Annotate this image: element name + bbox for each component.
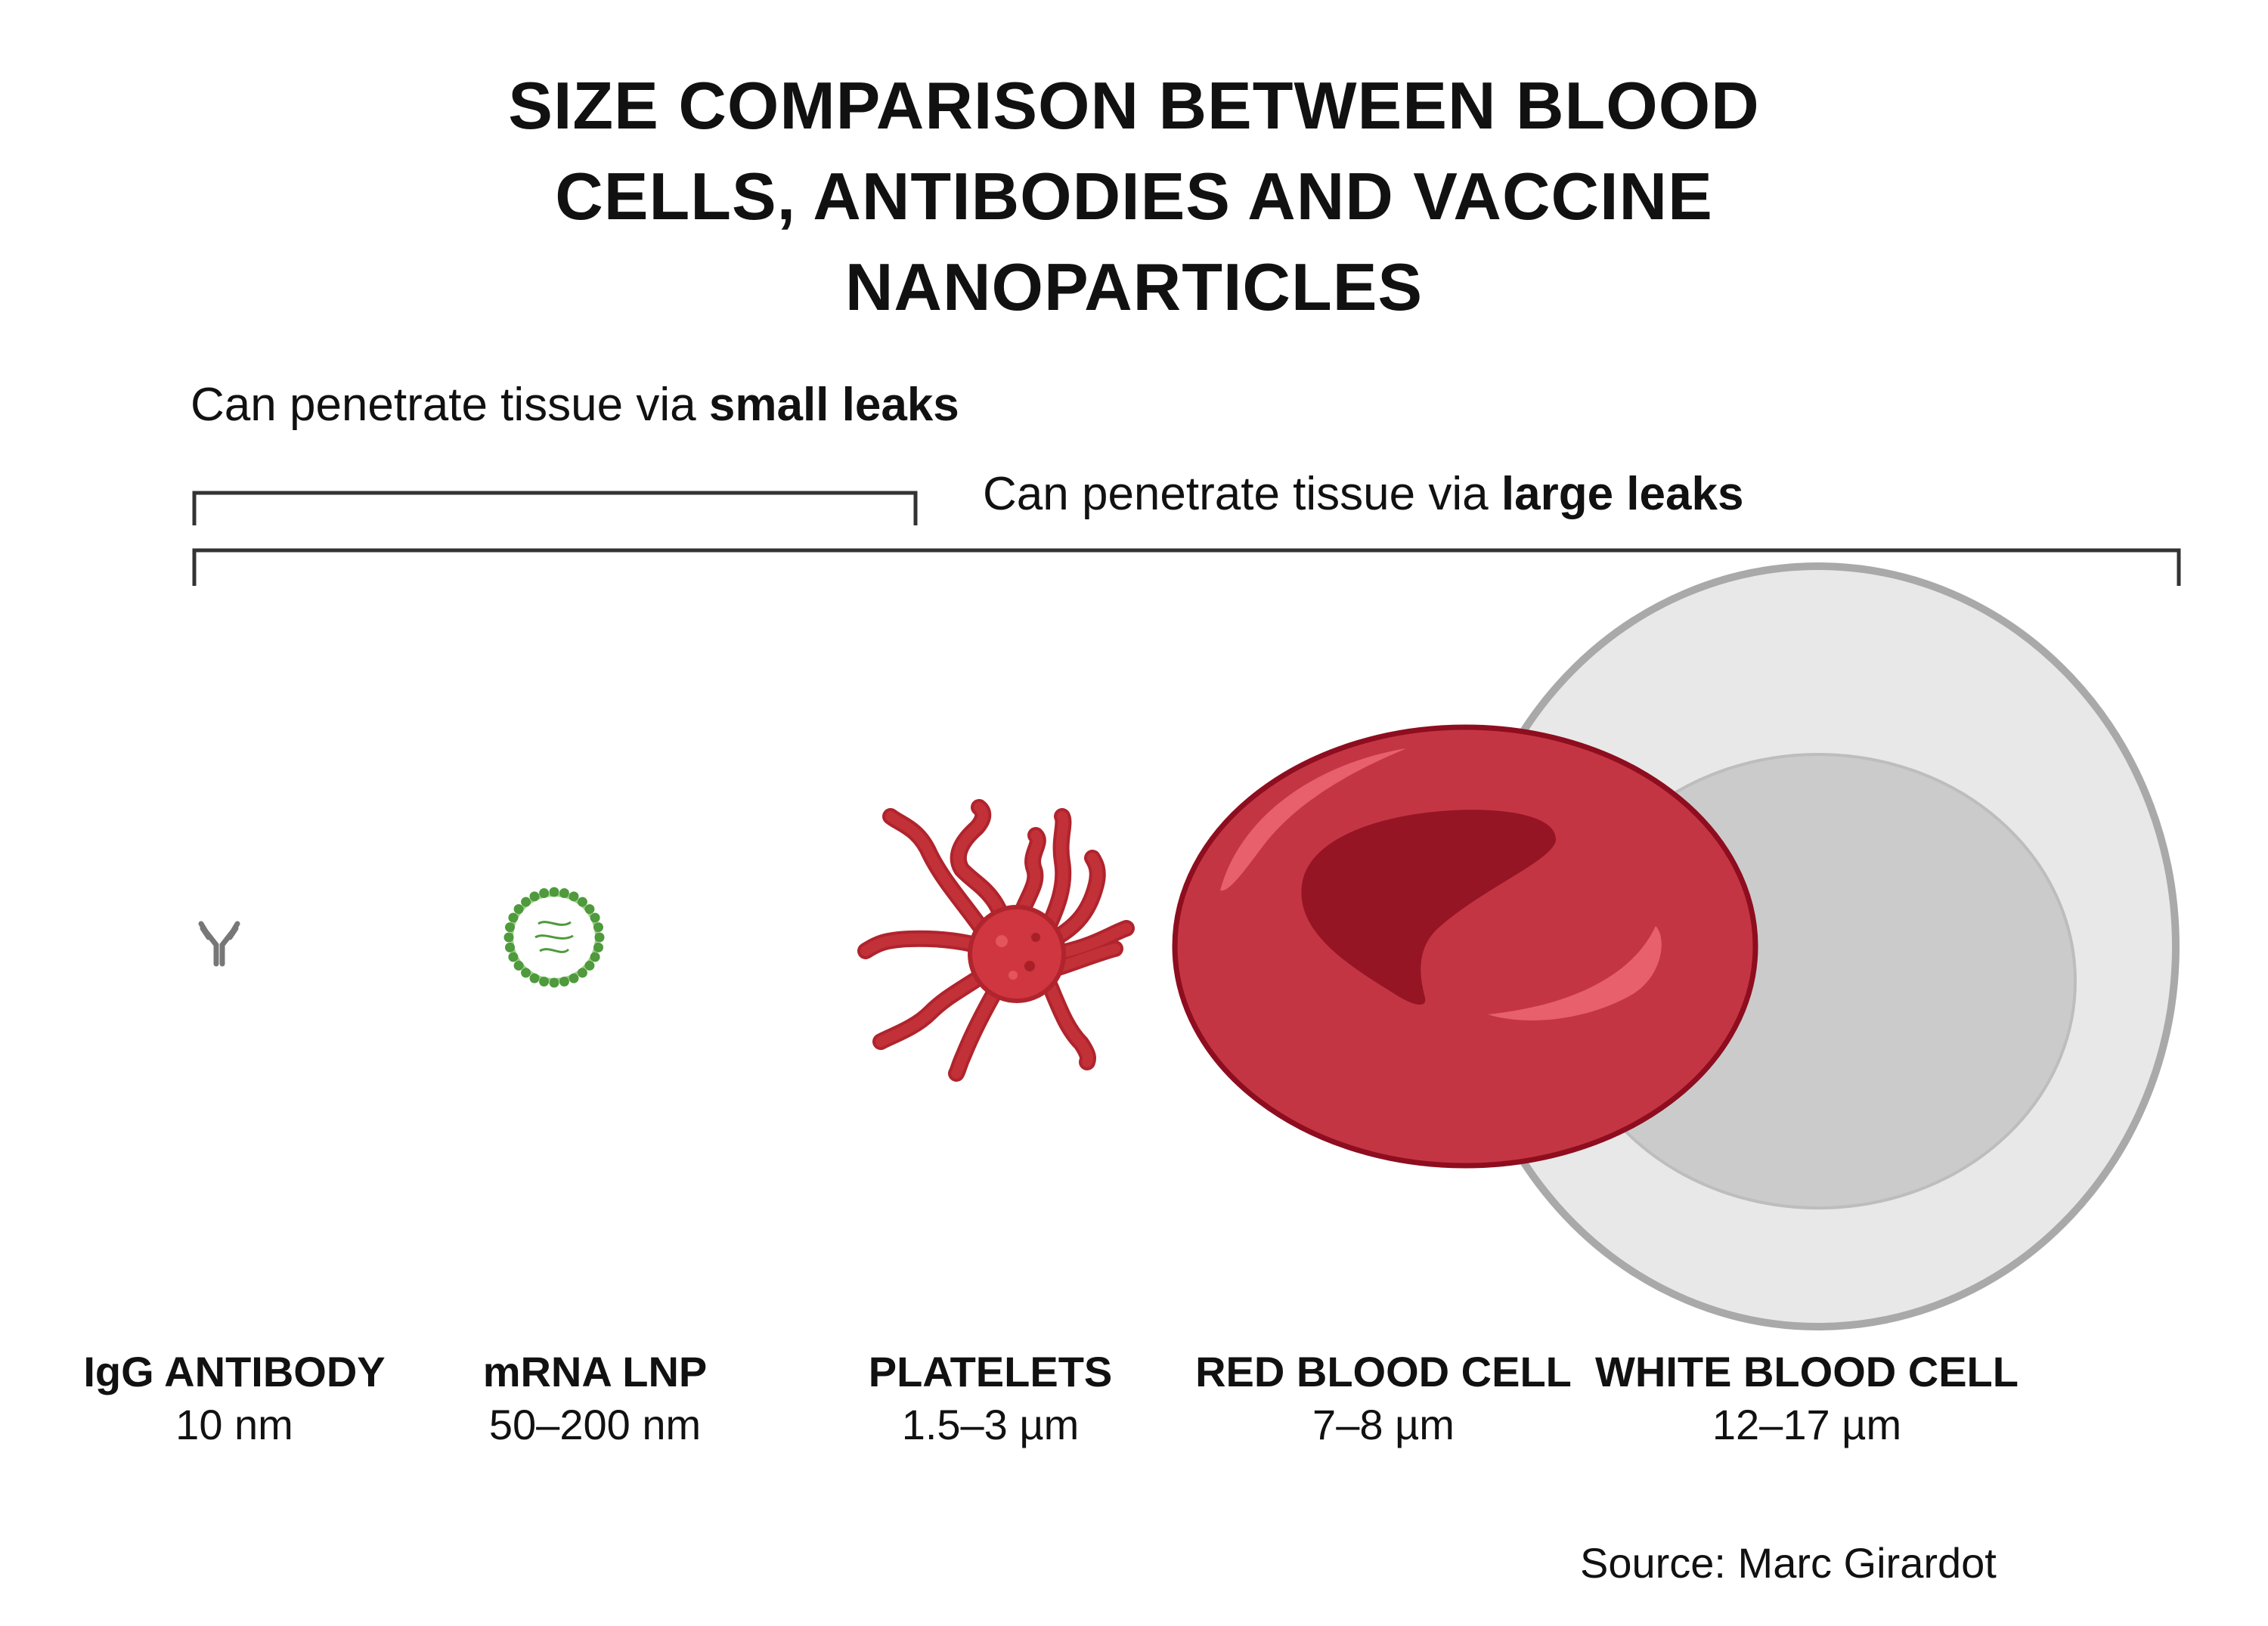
small-leaks-emphasis: small leaks [708,379,959,431]
lipid-bead [584,904,595,915]
small-leaks-bracket [192,491,918,525]
lipid-bead [539,888,550,898]
lipid-bead [539,977,550,986]
mrna-lnp-label: mRNA LNP 50–200 nm [444,1346,746,1451]
lipid-bead [505,922,515,933]
lipid-bead [521,968,531,978]
lipid-bead [513,904,524,915]
lipid-bead [593,942,603,952]
lipid-bead [505,942,515,952]
lipid-bead [513,960,524,971]
lipid-bead [593,922,603,933]
item-name: RED BLOOD CELL [1195,1348,1572,1395]
red-blood-cell-label: RED BLOOD CELL 7–8 µm [1194,1346,1572,1451]
title-line-1: SIZE COMPARISON BETWEEN BLOOD [508,68,1760,143]
small-leaks-label: Can penetrate tissue via small leaks [191,378,959,432]
large-leaks-bracket [192,548,2181,586]
lipid-bead [529,891,540,902]
lipid-nanoparticle-icon [503,887,605,988]
lipid-bead [503,932,514,943]
title-line-2: CELLS, ANTIBODIES AND VACCINE [555,159,1713,234]
lipid-bead [508,912,519,923]
lipid-bead [559,977,569,986]
lipid-bead [559,888,569,898]
item-name: WHITE BLOOD CELL [1595,1348,2019,1395]
lipid-bead [577,968,587,978]
item-name: IgG ANTIBODY [83,1348,386,1395]
item-size: 50–200 nm [488,1401,702,1448]
title-line-3: NANOPARTICLES [844,249,1424,324]
platelet-icon [857,799,1135,1082]
antibody-icon [198,921,240,967]
igg-antibody-label: IgG ANTIBODY 10 nm [83,1346,386,1451]
lipid-bead [549,977,559,988]
lipid-bead [590,912,600,923]
item-size: 7–8 µm [1312,1401,1455,1448]
red-blood-cell-icon [1172,724,1758,1169]
platelets-label: PLATELETS 1.5–3 µm [839,1346,1142,1451]
page-title: SIZE COMPARISON BETWEEN BLOOD CELLS, ANT… [0,60,2268,333]
lipid-bead [508,952,519,962]
lipid-bead [577,897,587,907]
large-leaks-prefix: Can penetrate tissue via [983,468,1501,520]
lipid-bead [529,973,540,983]
lipid-bead [584,960,595,971]
lipid-bead [569,973,579,983]
lipid-bead [594,932,605,943]
item-size: 10 nm [175,1401,293,1448]
small-leaks-prefix: Can penetrate tissue via [191,379,709,431]
large-leaks-label: Can penetrate tissue via large leaks [983,467,1743,521]
large-leaks-emphasis: large leaks [1501,468,1744,520]
item-size: 1.5–3 µm [901,1401,1080,1448]
item-name: PLATELETS [868,1348,1113,1395]
lipid-bead [569,891,579,902]
white-blood-cell-label: WHITE BLOOD CELL 12–17 µm [1595,1346,2019,1451]
lipid-bead [549,887,559,897]
lipid-bead [521,897,531,907]
source-credit: Source: Marc Girardot [1580,1539,1997,1587]
item-size: 12–17 µm [1712,1401,1902,1448]
item-name: mRNA LNP [482,1348,708,1395]
lipid-bead [590,952,600,962]
